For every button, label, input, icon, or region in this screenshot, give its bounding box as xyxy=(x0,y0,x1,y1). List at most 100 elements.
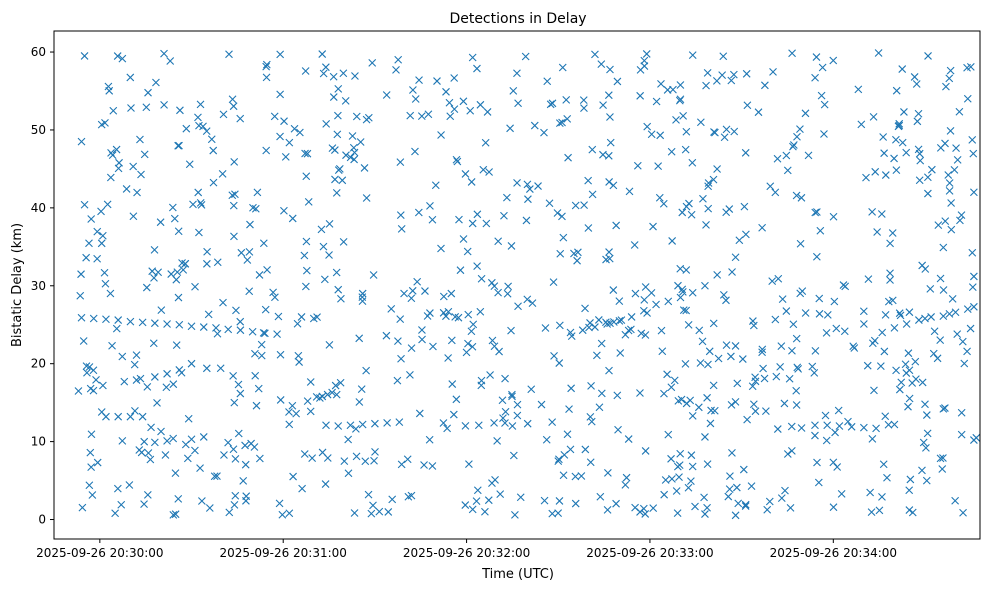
data-point xyxy=(437,244,445,253)
data-point xyxy=(939,312,948,321)
data-point xyxy=(241,441,249,450)
data-point xyxy=(228,95,237,104)
data-point xyxy=(597,60,606,68)
data-point xyxy=(741,148,750,157)
data-point xyxy=(633,161,642,170)
data-point xyxy=(196,198,205,207)
data-point xyxy=(863,361,872,370)
data-point xyxy=(415,76,423,85)
data-point xyxy=(872,424,880,433)
data-point xyxy=(968,136,977,144)
data-point xyxy=(714,354,723,363)
data-point xyxy=(804,151,813,160)
data-point xyxy=(93,227,102,236)
data-point xyxy=(892,135,900,144)
data-point xyxy=(355,398,364,406)
data-point xyxy=(913,117,922,126)
data-point xyxy=(304,198,313,206)
data-point xyxy=(696,118,705,127)
data-point xyxy=(444,307,453,316)
data-point xyxy=(625,187,634,196)
data-point xyxy=(331,381,340,390)
data-point xyxy=(555,497,564,505)
data-point xyxy=(160,100,168,109)
data-point xyxy=(231,491,240,500)
data-point xyxy=(758,223,767,232)
data-point xyxy=(676,293,685,302)
data-point xyxy=(176,106,184,115)
data-point xyxy=(915,149,924,158)
data-point xyxy=(334,166,343,175)
data-point xyxy=(230,232,238,241)
data-point xyxy=(911,357,920,366)
data-point xyxy=(675,473,683,482)
data-point xyxy=(886,269,894,278)
data-point xyxy=(85,481,94,490)
data-point xyxy=(966,324,975,333)
data-point xyxy=(309,314,318,323)
data-point xyxy=(727,400,736,409)
data-point xyxy=(643,122,652,131)
data-point xyxy=(914,109,923,118)
data-point xyxy=(562,96,571,104)
data-point xyxy=(957,408,966,417)
data-point xyxy=(126,412,135,421)
data-point xyxy=(880,347,889,356)
data-point xyxy=(461,501,470,509)
data-point xyxy=(652,97,661,106)
data-point xyxy=(207,135,216,144)
data-point xyxy=(850,344,859,352)
data-point xyxy=(157,306,166,315)
data-point xyxy=(476,100,485,109)
data-point xyxy=(587,417,596,426)
data-point xyxy=(731,253,740,262)
data-point xyxy=(679,306,688,315)
data-point xyxy=(577,472,586,480)
data-point xyxy=(945,74,954,83)
data-point xyxy=(919,438,928,447)
data-point xyxy=(808,362,817,371)
data-point xyxy=(112,145,121,154)
data-point xyxy=(114,164,123,173)
data-point xyxy=(895,119,904,128)
data-point xyxy=(433,77,441,85)
data-point xyxy=(687,210,696,219)
data-point xyxy=(947,225,956,234)
data-point xyxy=(247,439,255,448)
data-point xyxy=(172,341,181,350)
data-point xyxy=(360,164,369,172)
data-point xyxy=(726,472,734,481)
data-point xyxy=(627,313,636,321)
data-point xyxy=(481,138,490,147)
data-point xyxy=(641,331,650,339)
data-point xyxy=(285,420,294,429)
data-point xyxy=(362,115,371,124)
data-point xyxy=(777,494,786,503)
data-point xyxy=(822,328,831,337)
data-point xyxy=(195,228,203,237)
data-point xyxy=(513,411,522,420)
data-point xyxy=(317,225,326,234)
data-point xyxy=(448,380,457,388)
data-point xyxy=(691,502,699,511)
data-point xyxy=(637,329,646,338)
data-point xyxy=(174,293,183,302)
data-point xyxy=(437,131,445,139)
data-point xyxy=(397,225,406,233)
data-point xyxy=(257,340,266,349)
data-point xyxy=(627,325,635,334)
data-point xyxy=(884,297,893,306)
data-point xyxy=(681,359,690,368)
data-point xyxy=(166,57,175,65)
data-point xyxy=(811,208,820,217)
data-point xyxy=(942,82,950,91)
data-point xyxy=(428,462,437,470)
data-point xyxy=(126,73,135,82)
data-point xyxy=(630,241,639,249)
data-point xyxy=(701,281,709,290)
data-point xyxy=(170,214,179,223)
data-point xyxy=(813,458,821,467)
data-point xyxy=(743,101,752,110)
data-point xyxy=(701,433,709,441)
